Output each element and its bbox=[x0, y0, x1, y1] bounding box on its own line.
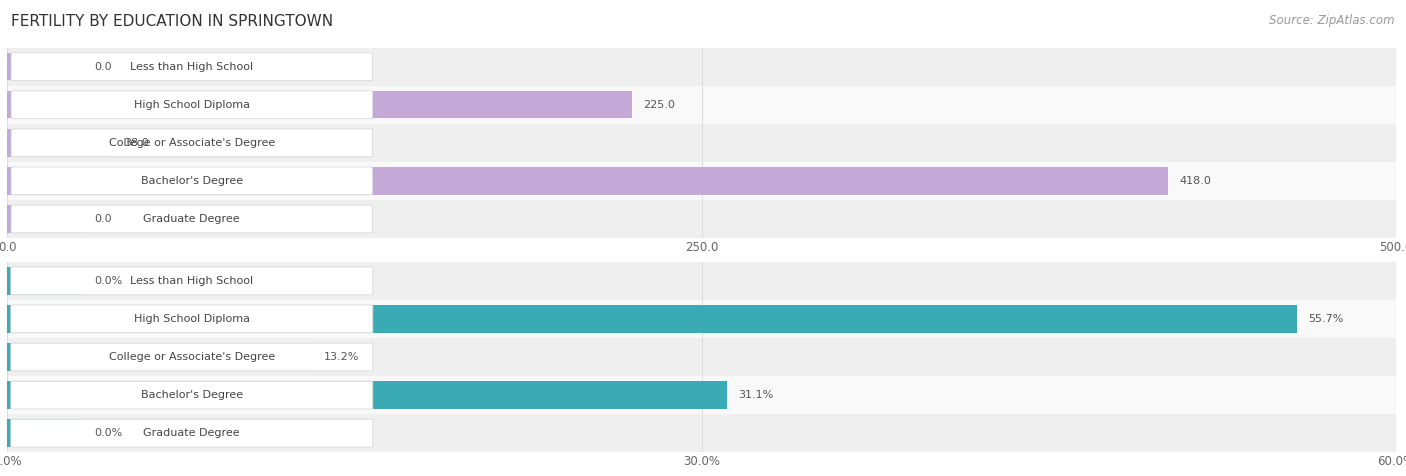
Text: 0.0: 0.0 bbox=[94, 214, 112, 224]
Text: 31.1%: 31.1% bbox=[738, 390, 773, 400]
Bar bbox=[7, 343, 312, 371]
Bar bbox=[7, 414, 1396, 452]
FancyBboxPatch shape bbox=[11, 53, 373, 80]
Text: Less than High School: Less than High School bbox=[131, 276, 253, 286]
Text: Graduate Degree: Graduate Degree bbox=[143, 214, 240, 224]
Bar bbox=[7, 267, 83, 295]
FancyBboxPatch shape bbox=[11, 305, 373, 333]
Text: 0.0: 0.0 bbox=[94, 61, 112, 72]
FancyBboxPatch shape bbox=[11, 343, 373, 371]
FancyBboxPatch shape bbox=[11, 167, 373, 195]
FancyBboxPatch shape bbox=[11, 91, 373, 119]
Bar bbox=[7, 124, 1396, 162]
Text: Bachelor's Degree: Bachelor's Degree bbox=[141, 176, 243, 186]
Bar bbox=[7, 167, 1168, 195]
Text: 38.0: 38.0 bbox=[124, 138, 149, 148]
Bar bbox=[7, 162, 1396, 200]
FancyBboxPatch shape bbox=[11, 419, 373, 447]
Bar bbox=[7, 376, 1396, 414]
Text: 0.0%: 0.0% bbox=[94, 276, 122, 286]
Bar bbox=[7, 419, 83, 447]
Bar bbox=[7, 300, 1396, 338]
Bar bbox=[7, 53, 83, 80]
Text: 225.0: 225.0 bbox=[644, 99, 675, 110]
Bar bbox=[7, 129, 112, 157]
Text: Graduate Degree: Graduate Degree bbox=[143, 428, 240, 438]
Text: College or Associate's Degree: College or Associate's Degree bbox=[108, 352, 276, 362]
Bar bbox=[7, 205, 83, 233]
Text: College or Associate's Degree: College or Associate's Degree bbox=[108, 138, 276, 148]
Text: Source: ZipAtlas.com: Source: ZipAtlas.com bbox=[1270, 14, 1395, 27]
Text: 0.0%: 0.0% bbox=[94, 428, 122, 438]
FancyBboxPatch shape bbox=[11, 267, 373, 295]
Bar bbox=[7, 91, 633, 119]
FancyBboxPatch shape bbox=[11, 381, 373, 409]
Text: Bachelor's Degree: Bachelor's Degree bbox=[141, 390, 243, 400]
Bar bbox=[7, 86, 1396, 124]
Bar bbox=[7, 381, 727, 409]
FancyBboxPatch shape bbox=[11, 205, 373, 233]
FancyBboxPatch shape bbox=[11, 129, 373, 157]
Bar bbox=[7, 200, 1396, 238]
Text: High School Diploma: High School Diploma bbox=[134, 314, 250, 324]
Text: 418.0: 418.0 bbox=[1180, 176, 1212, 186]
Text: High School Diploma: High School Diploma bbox=[134, 99, 250, 110]
Bar bbox=[7, 48, 1396, 86]
Text: 13.2%: 13.2% bbox=[323, 352, 359, 362]
Bar bbox=[7, 338, 1396, 376]
Text: Less than High School: Less than High School bbox=[131, 61, 253, 72]
Text: FERTILITY BY EDUCATION IN SPRINGTOWN: FERTILITY BY EDUCATION IN SPRINGTOWN bbox=[11, 14, 333, 30]
Bar bbox=[7, 305, 1296, 333]
Bar bbox=[7, 262, 1396, 300]
Text: 55.7%: 55.7% bbox=[1308, 314, 1343, 324]
